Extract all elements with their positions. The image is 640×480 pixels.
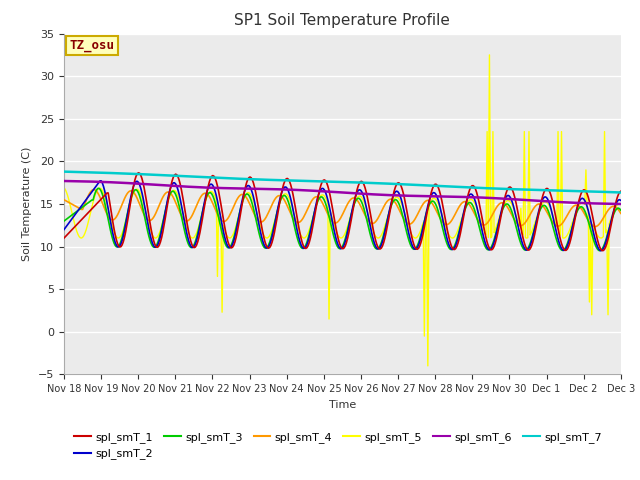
spl_smT_2 — [373, 245, 381, 251]
spl_smT_5 — [399, 203, 406, 208]
spl_smT_5 — [424, 363, 431, 369]
spl_smT_6 — [234, 186, 241, 192]
Legend: spl_smT_1, spl_smT_2, spl_smT_3, spl_smT_4, spl_smT_5, spl_smT_6, spl_smT_7: spl_smT_1, spl_smT_2, spl_smT_3, spl_smT… — [70, 428, 606, 464]
spl_smT_4 — [90, 187, 98, 192]
spl_smT_3 — [617, 207, 625, 213]
spl_smT_4 — [470, 211, 478, 216]
spl_smT_5 — [372, 233, 380, 239]
spl_smT_2 — [617, 198, 625, 204]
spl_smT_3 — [60, 218, 68, 224]
spl_smT_7 — [372, 180, 380, 186]
spl_smT_2 — [96, 178, 104, 184]
spl_smT_3 — [470, 206, 478, 212]
Line: spl_smT_2: spl_smT_2 — [64, 181, 621, 251]
spl_smT_1 — [234, 223, 242, 229]
spl_smT_2 — [234, 217, 242, 223]
spl_smT_3 — [567, 229, 575, 235]
Title: SP1 Soil Temperature Profile: SP1 Soil Temperature Profile — [234, 13, 451, 28]
spl_smT_4 — [399, 216, 407, 221]
spl_smT_6 — [617, 201, 625, 207]
spl_smT_7 — [469, 185, 477, 191]
spl_smT_6 — [60, 178, 68, 184]
spl_smT_2 — [470, 196, 478, 202]
spl_smT_6 — [469, 194, 477, 200]
spl_smT_7 — [617, 190, 625, 195]
spl_smT_1 — [134, 170, 142, 176]
spl_smT_7 — [399, 181, 406, 187]
spl_smT_7 — [295, 178, 303, 184]
spl_smT_4 — [60, 197, 68, 203]
spl_smT_7 — [566, 188, 573, 194]
spl_smT_7 — [60, 169, 68, 175]
spl_smT_1 — [617, 189, 625, 194]
spl_smT_4 — [296, 219, 304, 225]
Line: spl_smT_5: spl_smT_5 — [64, 55, 621, 366]
spl_smT_5 — [295, 228, 303, 233]
spl_smT_4 — [234, 194, 242, 200]
spl_smT_7 — [234, 176, 241, 181]
spl_smT_6 — [295, 187, 303, 193]
X-axis label: Time: Time — [329, 400, 356, 409]
Line: spl_smT_7: spl_smT_7 — [64, 172, 621, 192]
spl_smT_1 — [60, 235, 68, 241]
spl_smT_5 — [470, 200, 478, 205]
spl_smT_6 — [372, 192, 380, 197]
spl_smT_6 — [566, 200, 573, 205]
spl_smT_1 — [470, 184, 478, 190]
Line: spl_smT_1: spl_smT_1 — [64, 173, 621, 251]
spl_smT_5 — [568, 221, 576, 227]
spl_smT_5 — [486, 52, 493, 58]
spl_smT_3 — [296, 243, 304, 249]
spl_smT_1 — [598, 248, 606, 253]
Y-axis label: Soil Temperature (C): Soil Temperature (C) — [22, 147, 33, 261]
spl_smT_5 — [617, 202, 625, 207]
spl_smT_2 — [60, 227, 68, 232]
spl_smT_3 — [234, 215, 242, 221]
spl_smT_2 — [597, 248, 605, 253]
spl_smT_1 — [373, 241, 381, 247]
spl_smT_2 — [296, 239, 304, 245]
Line: spl_smT_6: spl_smT_6 — [64, 181, 621, 204]
Line: spl_smT_4: spl_smT_4 — [64, 190, 621, 227]
spl_smT_2 — [567, 231, 575, 237]
spl_smT_2 — [399, 205, 407, 211]
spl_smT_6 — [399, 192, 406, 198]
spl_smT_1 — [399, 191, 407, 197]
spl_smT_3 — [95, 185, 102, 191]
spl_smT_4 — [617, 210, 625, 216]
spl_smT_5 — [234, 219, 241, 225]
spl_smT_3 — [596, 248, 604, 253]
spl_smT_1 — [296, 230, 304, 236]
spl_smT_4 — [373, 217, 381, 223]
spl_smT_3 — [373, 246, 381, 252]
spl_smT_3 — [399, 216, 407, 222]
spl_smT_5 — [60, 185, 68, 191]
Line: spl_smT_3: spl_smT_3 — [64, 188, 621, 251]
spl_smT_1 — [567, 236, 575, 242]
spl_smT_4 — [567, 206, 575, 212]
spl_smT_4 — [591, 224, 599, 229]
Text: TZ_osu: TZ_osu — [70, 39, 115, 52]
